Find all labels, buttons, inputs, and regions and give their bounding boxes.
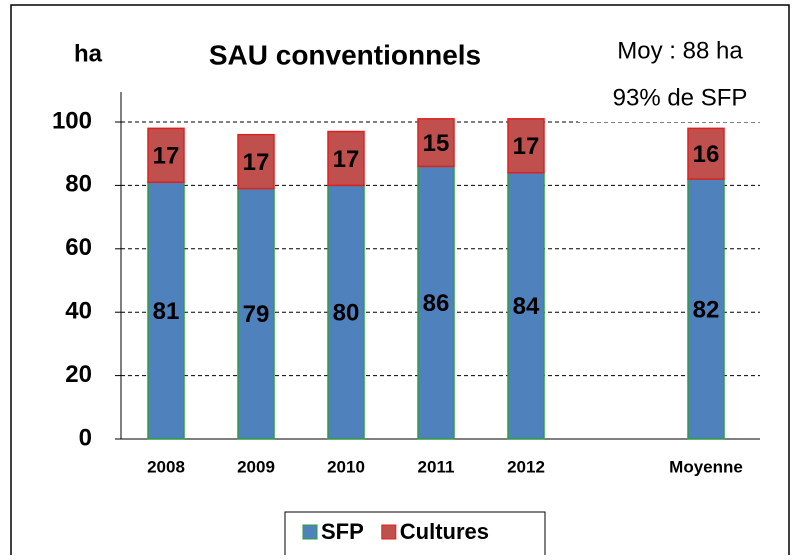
bar-segment (687, 178, 725, 440)
data-label: 79 (243, 301, 270, 328)
legend-label: SFP (321, 519, 364, 544)
bar-segment (147, 127, 185, 183)
bar-segment (507, 171, 545, 440)
data-label: 16 (693, 141, 720, 168)
x-tick-label: 2010 (327, 457, 365, 476)
data-label: 17 (333, 146, 360, 173)
y-tick-label: 80 (65, 171, 92, 198)
legend-swatch (302, 524, 318, 540)
x-tick-label: 2008 (147, 457, 185, 476)
data-label: 84 (513, 293, 540, 320)
y-tick-label: 20 (65, 361, 92, 388)
annotation: Moy : 88 ha (617, 37, 743, 64)
x-tick-label: 2011 (418, 457, 455, 476)
bar-segment (327, 184, 365, 440)
y-tick-label: 60 (65, 234, 92, 261)
y-tick-label: 40 (65, 298, 92, 325)
bar-segment (237, 133, 275, 190)
annotation-box (578, 28, 778, 122)
bar-segment (687, 127, 725, 180)
bar-segment (417, 118, 455, 168)
data-label: 15 (423, 130, 450, 157)
y-tick-label: 0 (79, 424, 92, 451)
data-label: 81 (153, 298, 180, 325)
data-label: 17 (243, 149, 270, 176)
legend-swatch (381, 524, 397, 540)
data-label: 86 (423, 290, 450, 317)
data-label: 82 (693, 296, 720, 323)
bar-segment (507, 118, 545, 174)
y-tick-label: 100 (52, 107, 92, 134)
chart-title: SAU conventionnels (209, 39, 481, 70)
data-label: 17 (513, 133, 540, 160)
legend-label: Cultures (400, 519, 489, 544)
bar-segment (147, 181, 185, 440)
bar-segment (237, 187, 275, 440)
annotation: 93% de SFP (613, 84, 748, 111)
data-label: 80 (333, 300, 360, 327)
y-axis-label: ha (74, 40, 103, 67)
bar-segment (327, 130, 365, 187)
legend-box (284, 511, 546, 560)
data-label: 17 (153, 143, 180, 170)
x-tick-label: 2012 (507, 457, 545, 476)
x-tick-label: 2009 (237, 457, 275, 476)
bar-segment (417, 165, 455, 440)
x-tick-label: Moyenne (669, 457, 743, 476)
